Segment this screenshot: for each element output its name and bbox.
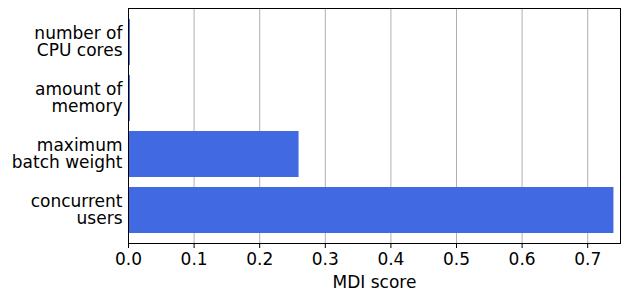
svg-text:0.2: 0.2 bbox=[246, 249, 273, 269]
svg-text:0.3: 0.3 bbox=[312, 249, 339, 269]
svg-text:0.5: 0.5 bbox=[443, 249, 470, 269]
svg-text:concurrentusers: concurrentusers bbox=[31, 191, 123, 228]
svg-text:number ofCPU cores: number ofCPU cores bbox=[34, 23, 123, 60]
svg-text:maximumbatch weight: maximumbatch weight bbox=[12, 135, 123, 172]
svg-text:0.6: 0.6 bbox=[509, 249, 536, 269]
svg-text:MDI score: MDI score bbox=[333, 272, 417, 289]
svg-text:0.4: 0.4 bbox=[377, 249, 404, 269]
svg-text:0.0: 0.0 bbox=[115, 249, 142, 269]
svg-text:0.7: 0.7 bbox=[574, 249, 601, 269]
svg-text:amount ofmemory: amount ofmemory bbox=[35, 79, 123, 116]
svg-text:0.1: 0.1 bbox=[181, 249, 208, 269]
